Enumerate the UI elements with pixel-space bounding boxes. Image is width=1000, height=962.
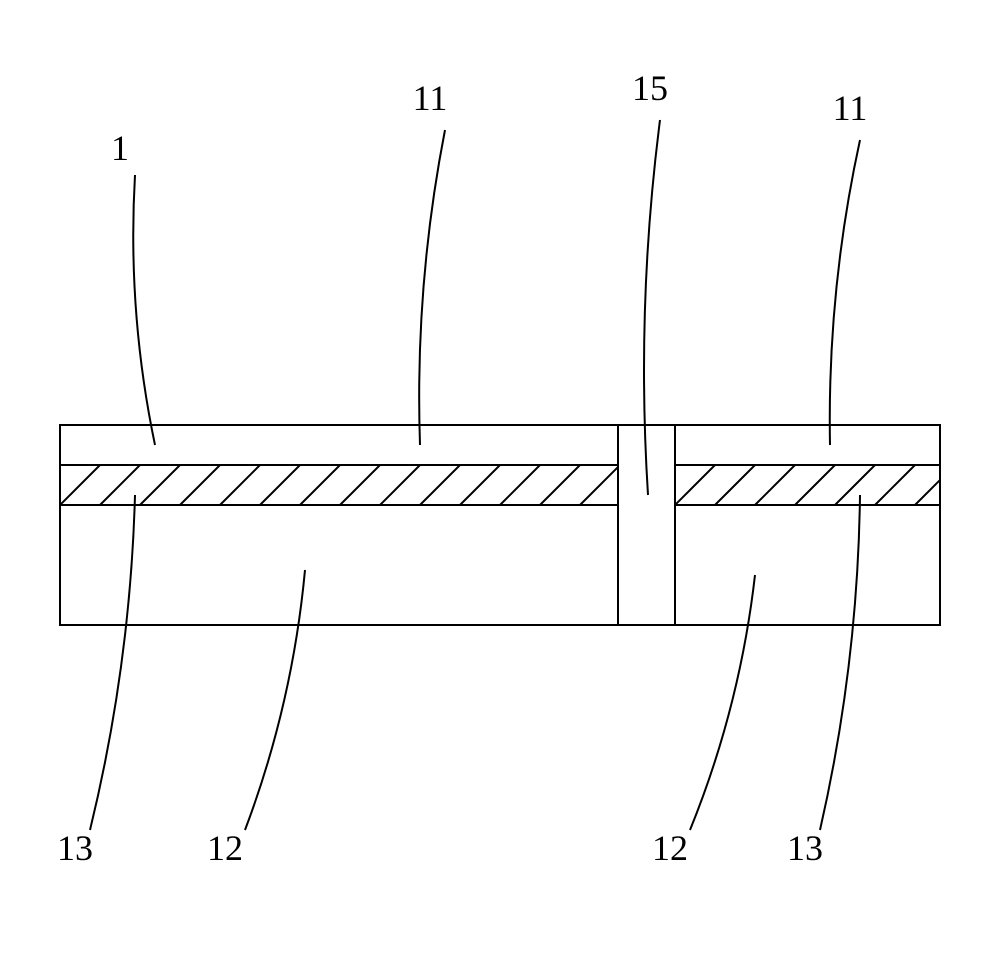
- leader-12-right: [690, 575, 755, 830]
- leader-15: [644, 120, 660, 495]
- label-12-right: 12: [652, 828, 688, 868]
- label-1: 1: [111, 128, 129, 168]
- leader-1: [133, 175, 155, 445]
- leader-13-left: [90, 495, 135, 830]
- label-12-left: 12: [207, 828, 243, 868]
- reference-labels: 111151113121213: [57, 68, 867, 868]
- hatch-layer-left: [20, 465, 660, 505]
- label-11-right: 11: [833, 88, 868, 128]
- label-13-left: 13: [57, 828, 93, 868]
- leader-12-left: [245, 570, 305, 830]
- leader-11-left: [419, 130, 445, 445]
- cross-section-structure: [60, 425, 940, 625]
- label-11-left: 11: [413, 78, 448, 118]
- label-13-right: 13: [787, 828, 823, 868]
- leader-11-right: [830, 140, 860, 445]
- leader-13-right: [820, 495, 860, 830]
- label-15: 15: [632, 68, 668, 108]
- technical-diagram: 111151113121213: [0, 0, 1000, 962]
- outer-body: [60, 425, 940, 625]
